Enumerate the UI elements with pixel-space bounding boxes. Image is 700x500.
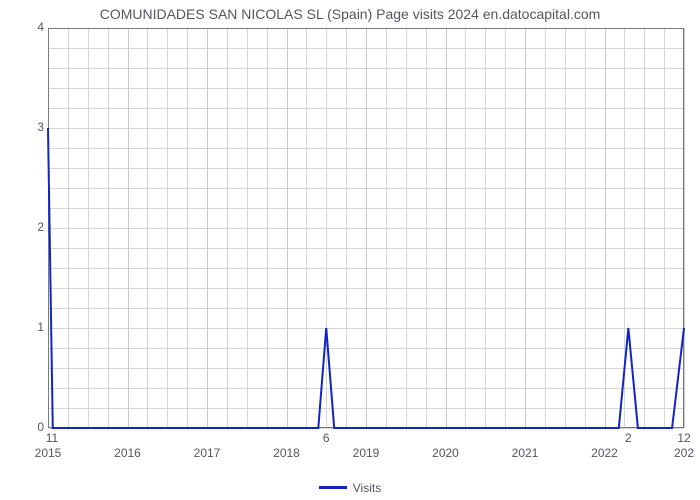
legend-label: Visits [353,481,381,495]
x-tick-label: 2015 [23,446,73,460]
line-series-layer [48,28,684,428]
plot-area [48,28,684,428]
chart-title: COMUNIDADES SAN NICOLAS SL (Spain) Page … [0,6,700,22]
legend: Visits [0,478,700,495]
x-sublabel: 6 [311,431,341,445]
x-sublabel: 11 [37,431,67,445]
x-sublabel: 2 [613,431,643,445]
series-line-visits [48,128,684,428]
y-tick-label: 1 [14,320,44,334]
x-tick-label: 2020 [421,446,471,460]
x-tick-label: 2017 [182,446,232,460]
x-tick-label: 2018 [262,446,312,460]
legend-swatch [319,486,347,489]
grid-line-v [684,28,685,428]
y-tick-label: 3 [14,120,44,134]
y-tick-label: 4 [14,20,44,34]
y-tick-label: 2 [14,220,44,234]
chart-container: COMUNIDADES SAN NICOLAS SL (Spain) Page … [0,0,700,500]
legend-item-visits: Visits [319,481,381,495]
x-tick-label: 2016 [103,446,153,460]
x-sublabel: 12 [669,431,699,445]
x-tick-label: 202 [659,446,700,460]
x-tick-label: 2022 [580,446,630,460]
x-tick-label: 2021 [500,446,550,460]
x-tick-label: 2019 [341,446,391,460]
